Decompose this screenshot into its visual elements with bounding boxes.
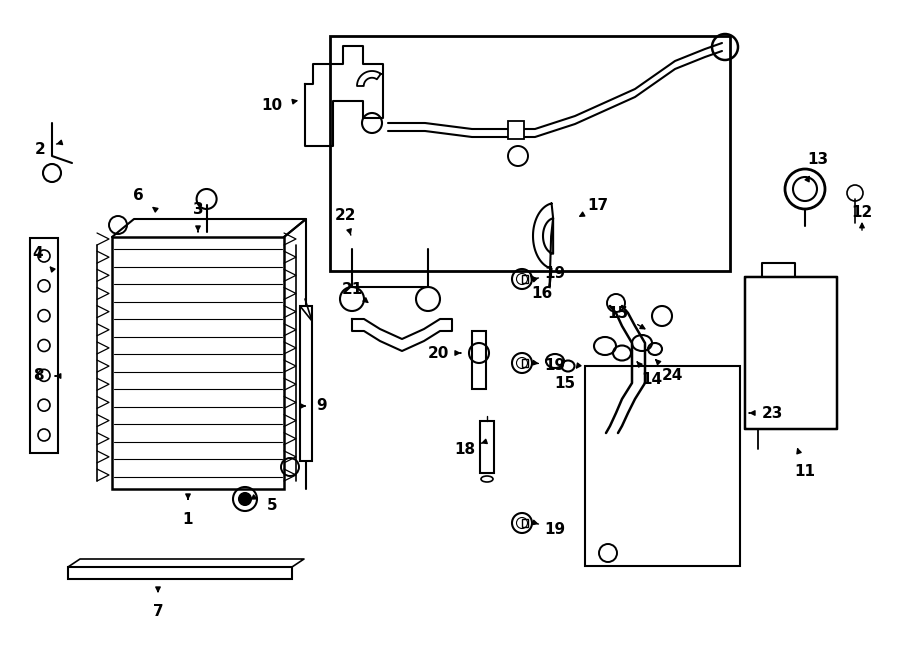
Bar bbox=[472, 331, 486, 389]
Text: 14: 14 bbox=[642, 371, 662, 387]
Bar bbox=[522, 359, 528, 367]
Bar bbox=[112, 237, 284, 489]
Text: 15: 15 bbox=[608, 305, 628, 321]
Text: 21: 21 bbox=[341, 282, 363, 297]
Bar bbox=[330, 36, 730, 271]
Bar bbox=[522, 519, 528, 527]
Bar bbox=[522, 275, 528, 283]
Text: 10: 10 bbox=[261, 98, 283, 114]
Text: 18: 18 bbox=[454, 442, 475, 457]
Bar bbox=[508, 121, 524, 139]
Text: 23: 23 bbox=[761, 405, 783, 420]
Text: 5: 5 bbox=[266, 498, 277, 514]
Bar bbox=[68, 567, 292, 579]
Text: 13: 13 bbox=[807, 151, 829, 167]
Text: 20: 20 bbox=[428, 346, 449, 360]
Text: 6: 6 bbox=[132, 188, 143, 204]
Text: 7: 7 bbox=[153, 603, 163, 619]
Text: 15: 15 bbox=[554, 375, 576, 391]
Bar bbox=[585, 366, 740, 566]
Text: 8: 8 bbox=[32, 368, 43, 383]
Text: 19: 19 bbox=[544, 266, 565, 280]
Text: 12: 12 bbox=[851, 206, 873, 221]
Bar bbox=[480, 421, 494, 473]
Text: 16: 16 bbox=[531, 286, 553, 301]
Text: 3: 3 bbox=[193, 202, 203, 217]
Text: 1: 1 bbox=[183, 512, 194, 527]
Text: 17: 17 bbox=[588, 198, 608, 214]
Text: 11: 11 bbox=[795, 463, 815, 479]
Bar bbox=[300, 306, 312, 461]
Text: 9: 9 bbox=[317, 399, 328, 414]
Bar bbox=[30, 238, 58, 453]
Text: 19: 19 bbox=[544, 358, 565, 373]
Text: 4: 4 bbox=[32, 245, 43, 260]
Text: 22: 22 bbox=[334, 208, 356, 223]
Circle shape bbox=[239, 493, 251, 505]
Text: 24: 24 bbox=[662, 368, 683, 383]
Text: 2: 2 bbox=[34, 141, 45, 157]
Text: 19: 19 bbox=[544, 522, 565, 537]
FancyBboxPatch shape bbox=[745, 277, 837, 429]
